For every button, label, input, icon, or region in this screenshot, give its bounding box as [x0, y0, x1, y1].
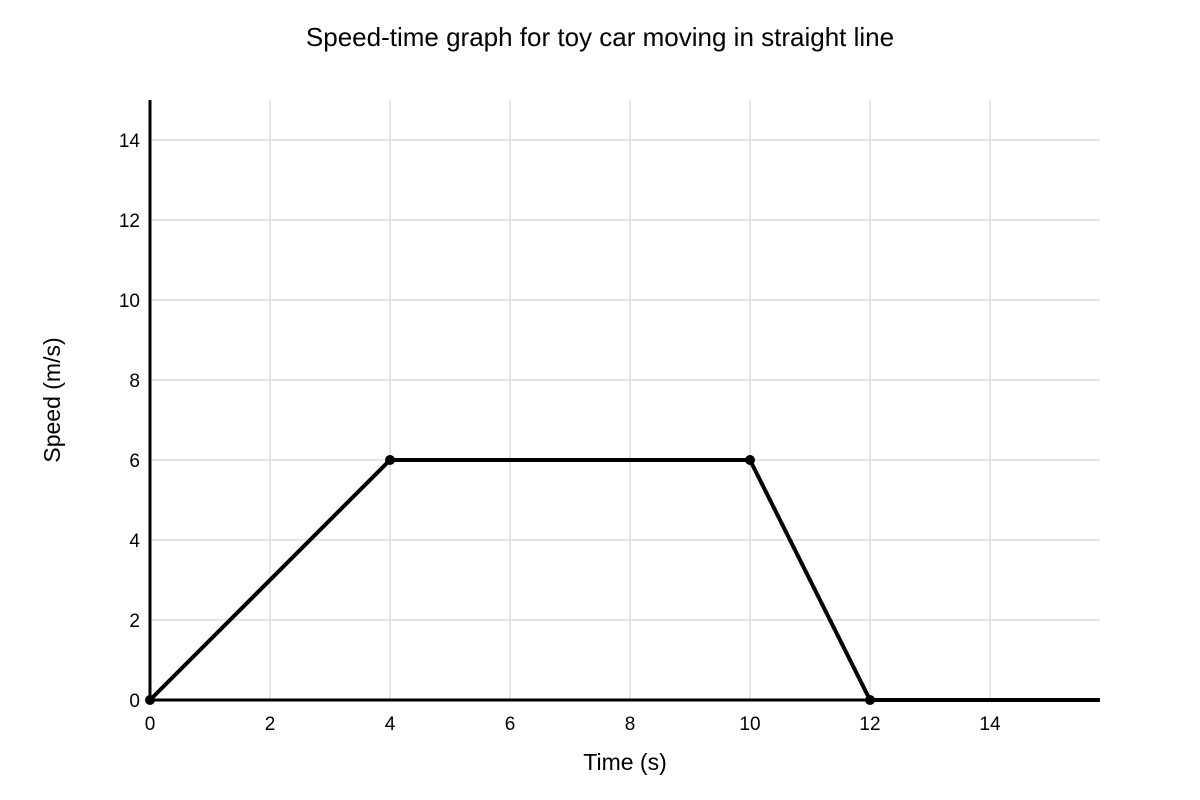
x-tick-label: 12 [859, 714, 880, 735]
grid-layer [150, 100, 1100, 700]
axis-layer [148, 100, 1100, 702]
x-tick-label: 6 [505, 714, 516, 735]
data-point [865, 695, 875, 705]
y-tick-label: 12 [119, 211, 140, 232]
chart-title: Speed-time graph for toy car moving in s… [305, 22, 895, 52]
y-tick-label: 2 [129, 611, 140, 632]
y-tick-label: 6 [129, 451, 140, 472]
x-tick-label: 8 [625, 714, 636, 735]
x-tick-label: 4 [385, 714, 396, 735]
y-tick-label: 8 [129, 371, 140, 392]
x-tick-label: 14 [979, 714, 1001, 735]
y-tick-label: 0 [129, 691, 140, 712]
y-axis-label: Speed (m/s) [39, 337, 65, 462]
y-tick-label: 4 [129, 531, 140, 552]
x-axis-label: Time (s) [583, 749, 666, 775]
data-point [145, 695, 155, 705]
x-tick-label: 2 [265, 714, 276, 735]
x-tick-label: 10 [739, 714, 760, 735]
series-line [148, 458, 1100, 702]
data-point [385, 455, 395, 465]
series-layer [145, 455, 1100, 705]
x-tick-label: 0 [145, 714, 156, 735]
y-tick-label: 14 [119, 131, 141, 152]
data-point [745, 455, 755, 465]
tick-label-layer: 0 2 4 6 8 10 12 14 0 2 4 6 8 10 12 14 [119, 131, 1001, 735]
y-tick-label: 10 [119, 291, 140, 312]
